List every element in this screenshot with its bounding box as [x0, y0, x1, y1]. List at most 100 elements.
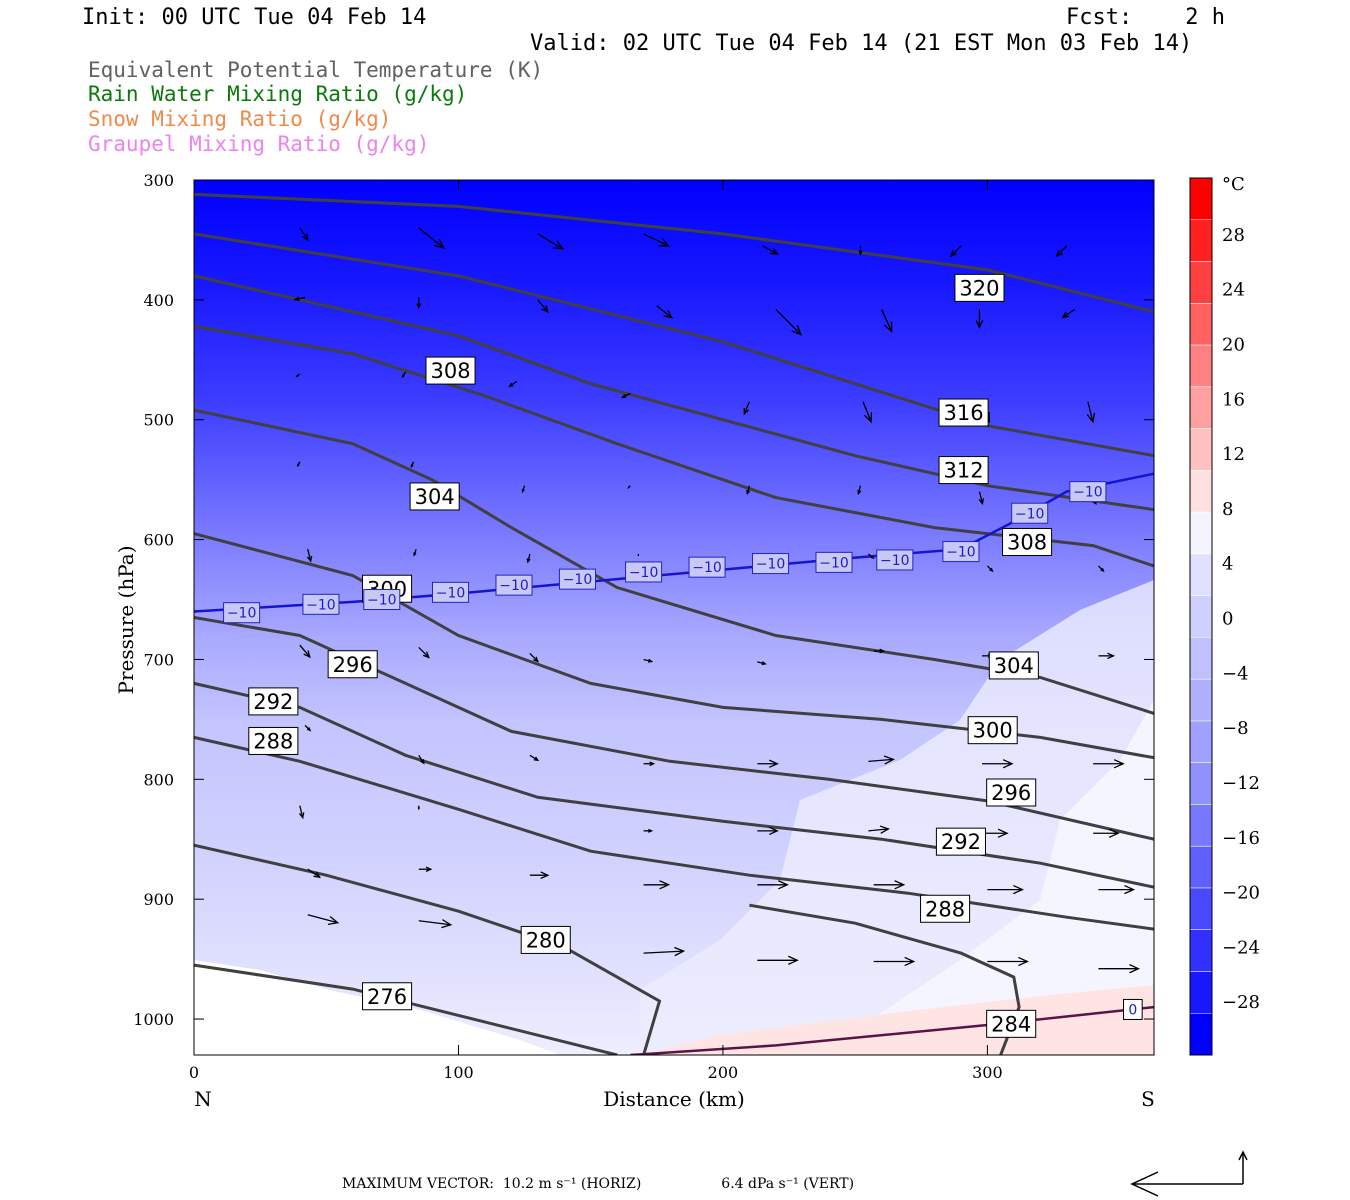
theta-e-label-288-box [920, 894, 971, 923]
theta-e-label-320: 320 [954, 273, 1005, 302]
wind-vector [418, 227, 446, 249]
isotherm-minus10-label: −10 [223, 602, 261, 624]
max-vector-horizontal: 10.2 m s⁻¹ (HORIZ) [502, 1176, 642, 1192]
x-tick-label: 100 [443, 1063, 474, 1082]
theta-e-contour-296 [194, 616, 1154, 841]
wind-vector [643, 946, 686, 957]
theta-e-label-292: 292 [935, 827, 986, 856]
wind-vector [1098, 565, 1105, 573]
wind-vector [757, 661, 767, 666]
wind-vector [418, 866, 433, 872]
theta-e-label-284-box [986, 1009, 1037, 1038]
colorbar-swatch [1190, 303, 1212, 346]
wind-vector [297, 461, 301, 468]
theta-e-label-292-text: 292 [253, 690, 293, 714]
isotherm-minus10-label-box [1069, 481, 1107, 503]
theta-e-label-288: 288 [920, 894, 971, 923]
wind-vector [307, 914, 340, 925]
wind-vector [1093, 828, 1120, 838]
colorbar-label: 12 [1222, 444, 1245, 465]
isotherm-minus10-label: −10 [625, 561, 663, 583]
wind-vector [529, 652, 539, 663]
wind-vector [418, 647, 430, 659]
wind-vector [987, 884, 1024, 895]
isotherm-minus10-label-text: −10 [819, 555, 849, 571]
theta-e-label-296: 296 [327, 650, 378, 679]
y-tick-label: 600 [143, 531, 174, 550]
theta-e-label-304-text: 304 [415, 485, 455, 509]
colorbar-label: 28 [1222, 225, 1245, 246]
wind-vector [982, 828, 1009, 838]
theta-e-label-296-box [986, 778, 1037, 807]
colorbar-swatch [1190, 428, 1212, 471]
isotherm-minus10-label: −10 [688, 556, 726, 578]
wind-vector [526, 553, 531, 564]
theta-e-label-292-text: 292 [941, 830, 981, 854]
wind-vector [1098, 884, 1136, 895]
theta-e-label-288-text: 288 [925, 897, 965, 921]
theta-e-label-300: 300 [967, 716, 1018, 745]
wind-vector [975, 309, 984, 330]
wind-vector [307, 868, 322, 879]
theta-e-label-296-text: 296 [333, 653, 373, 677]
theta-e-label-304-box [409, 482, 460, 511]
isotherm-minus10-label-box [688, 556, 726, 578]
theta-e-label-276: 276 [362, 982, 413, 1011]
temperature-colorbar: 28 24 20 16 12 8 4 0 −4 −8 −12 −16 −20 −24 −28 [1189, 177, 1260, 1056]
legend-snow: Snow Mixing Ratio (g/kg) [88, 107, 392, 131]
theta-e-label-284-text: 284 [991, 1012, 1031, 1036]
colorbar-label: −16 [1222, 828, 1260, 849]
x-axis: 0 100 200 300 [189, 180, 1003, 1082]
wind-vector [643, 828, 654, 833]
theta-e-contour-316 [194, 232, 1154, 458]
max-vector-vertical: 6.4 dPa s⁻¹ (VERT) [721, 1176, 855, 1192]
colorbar-swatch [1190, 679, 1212, 722]
legend-rain-water: Rain Water Mixing Ratio (g/kg) [88, 82, 468, 106]
colorbar-frame [1189, 177, 1213, 1056]
isotherm-minus10-label: −10 [302, 593, 340, 615]
y-axis-title: Pressure (hPa) [114, 546, 138, 695]
colorbar-label: 8 [1222, 499, 1233, 520]
theta-e-contour-308 [194, 324, 1154, 568]
wind-vector [762, 245, 779, 255]
wind-vector [416, 297, 422, 310]
theta-e-label-316: 316 [938, 398, 989, 427]
wind-vector [643, 658, 654, 663]
wind-vector [413, 548, 417, 557]
colorbar-label: 24 [1222, 280, 1245, 301]
y-tick-label: 1000 [133, 1010, 174, 1029]
wind-vector [508, 380, 518, 388]
x-tick-label: 0 [189, 1063, 199, 1082]
y-tick-label: 700 [143, 650, 174, 669]
theta-e-label-316-box [938, 398, 989, 427]
colorbar-swatch [1190, 386, 1212, 430]
isotherm-minus10-label-box [495, 574, 533, 596]
theta-e-label-308-box [1002, 527, 1053, 556]
wind-vector [858, 245, 863, 256]
colorbar-swatch [1190, 345, 1212, 388]
theta-e-label-316-text: 316 [944, 401, 984, 425]
wind-vector [873, 880, 906, 890]
wind-vectors [293, 227, 1141, 974]
isotherm-zero-line [630, 1005, 1154, 1055]
wind-vector [868, 825, 890, 834]
theta-e-label-300-box [967, 716, 1018, 745]
theta-e-label-284: 284 [986, 1009, 1037, 1038]
isotherm-minus10-label-text: −10 [629, 565, 659, 581]
theta-e-contour-312 [194, 274, 1154, 512]
isotherm-minus10-label: −10 [495, 574, 533, 596]
colorbar-swatch [1190, 261, 1212, 304]
isotherm-minus10-label-text: −10 [499, 578, 529, 594]
wind-vector [881, 309, 893, 333]
isotherm-minus10-label-box [223, 602, 261, 624]
isotherm-minus10-label-box [1011, 502, 1049, 524]
wind-vector [949, 245, 962, 258]
colorbar-swatch [1190, 804, 1212, 847]
isotherm-minus10-label-text: −10 [563, 572, 593, 588]
isotherm-minus10-label: −10 [876, 549, 914, 571]
isotherm-minus10-label: −10 [1069, 481, 1107, 503]
theta-e-label-320-text: 320 [959, 276, 999, 300]
isotherm-minus10-label-text: −10 [1073, 485, 1103, 501]
colorbar-label: 16 [1222, 389, 1245, 410]
theta-e-label-308: 308 [425, 356, 476, 385]
